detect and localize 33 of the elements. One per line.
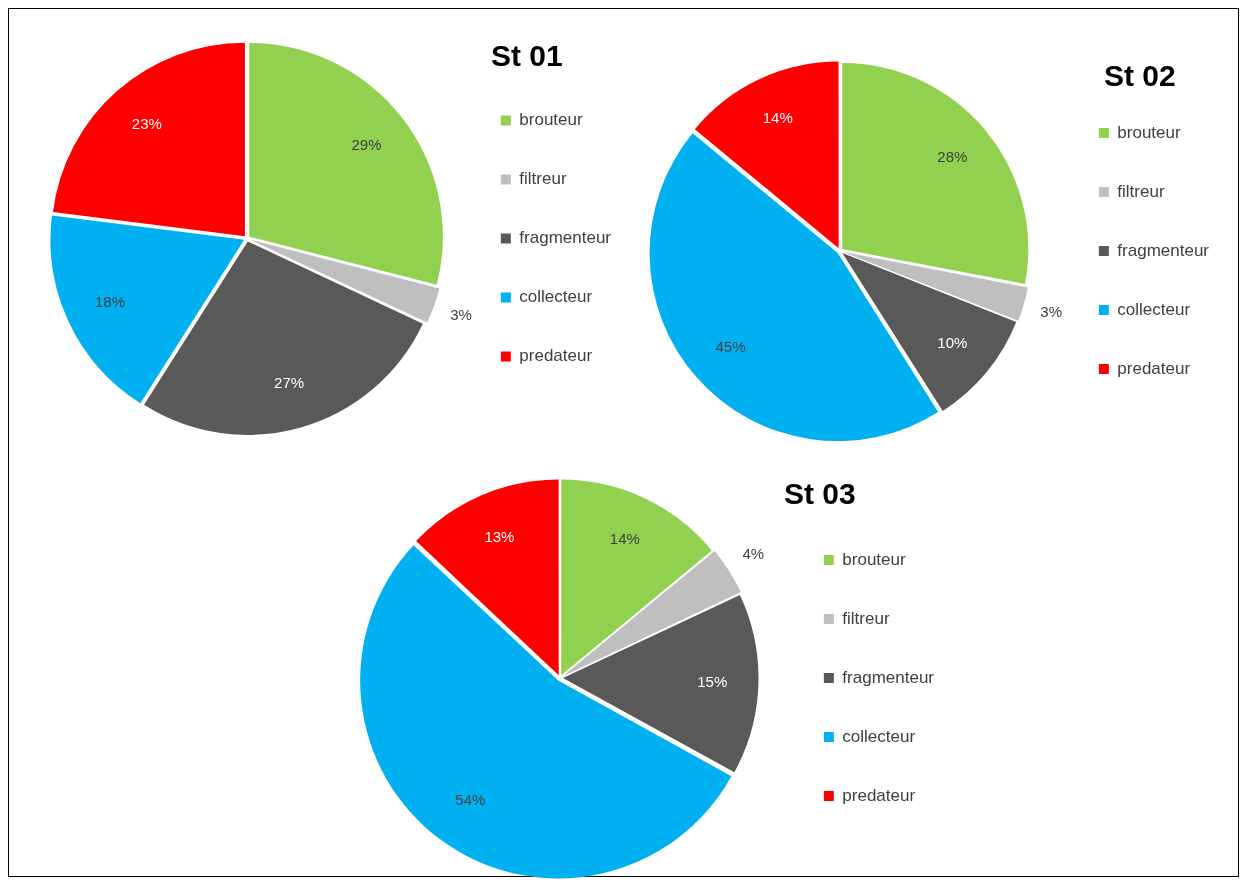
legend-label: filtreur: [519, 169, 567, 189]
data-label: 29%: [351, 135, 382, 153]
legend-label: predateur: [1117, 358, 1191, 378]
data-label: 3%: [1040, 302, 1063, 320]
legend-label: collecteur: [1117, 299, 1191, 319]
data-label: 10%: [937, 334, 968, 352]
legend-label: predateur: [519, 346, 593, 366]
data-label: 14%: [762, 109, 793, 127]
chart-title: St 03: [784, 477, 856, 511]
legend-label: collecteur: [519, 287, 593, 307]
data-label: 23%: [131, 115, 162, 133]
data-label: 27%: [274, 373, 305, 391]
legend-label: filtreur: [842, 608, 890, 628]
chart-title: St 01: [491, 39, 563, 73]
legend-label: filtreur: [1117, 181, 1165, 201]
legend-label: fragmenteur: [519, 228, 612, 248]
data-label: 15%: [697, 672, 728, 690]
data-label: 18%: [94, 293, 126, 311]
legend-label: brouteur: [1117, 122, 1181, 142]
chart-title: St 02: [1104, 59, 1176, 93]
data-label: 45%: [715, 337, 746, 355]
legend-label: predateur: [842, 785, 916, 805]
data-label: 13%: [484, 528, 515, 546]
legend-label: fragmenteur: [1117, 240, 1210, 260]
data-label: 4%: [742, 545, 765, 563]
legend-label: brouteur: [842, 549, 906, 569]
data-label: 54%: [455, 791, 486, 809]
legend-label: brouteur: [519, 110, 583, 130]
data-label: 28%: [937, 148, 968, 166]
legend-label: collecteur: [842, 726, 916, 746]
legend-label: fragmenteur: [842, 667, 935, 687]
data-label: 3%: [450, 305, 472, 323]
data-label: 14%: [609, 530, 640, 548]
